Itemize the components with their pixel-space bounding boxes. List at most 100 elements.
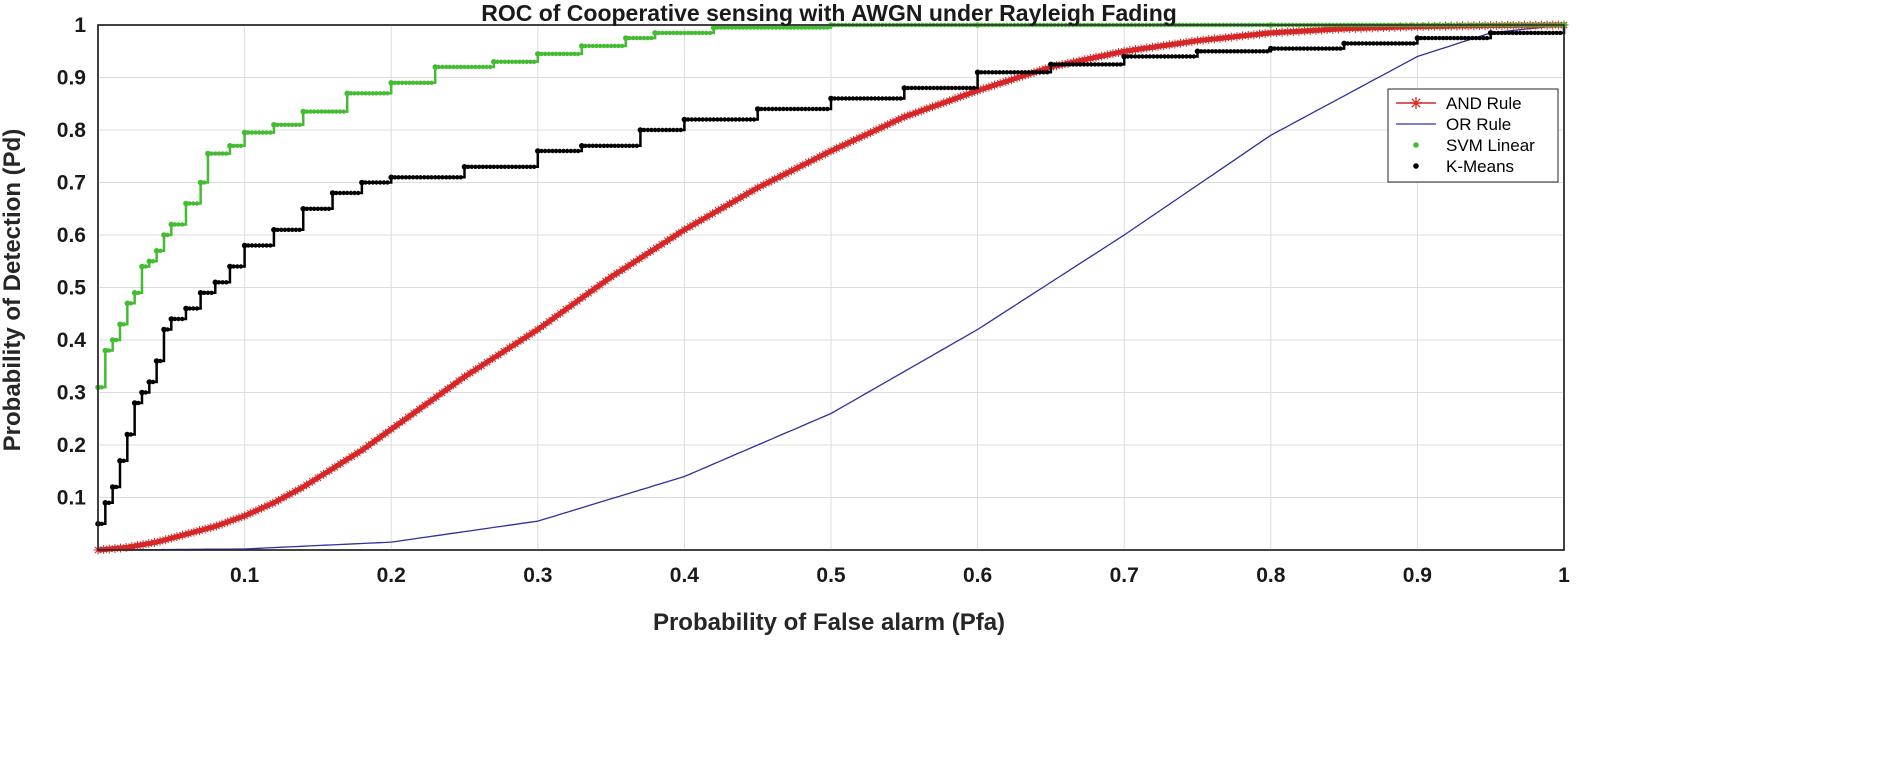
series-point-svm-linear — [825, 25, 830, 30]
series-point-and-rule — [268, 498, 278, 508]
series-point-and-rule — [849, 136, 859, 145]
series-point-svm-linear — [751, 25, 757, 30]
series-point-k-means — [645, 127, 650, 133]
series-point-svm-linear — [180, 222, 185, 227]
series-point-and-rule — [826, 146, 836, 156]
series-point-and-rule — [1193, 36, 1202, 46]
series-point-k-means — [535, 148, 541, 154]
series-point-and-rule — [911, 108, 921, 118]
series-point-and-rule — [240, 511, 250, 521]
series-point-and-rule — [1305, 26, 1315, 36]
series-point-svm-linear — [667, 30, 672, 36]
plot-frame — [97, 24, 1565, 551]
series-point-and-rule — [392, 420, 402, 430]
series-point-k-means — [1360, 41, 1365, 46]
series-point-and-rule — [696, 215, 706, 225]
series-point-and-rule — [741, 189, 751, 199]
series-point-svm-linear — [671, 30, 676, 36]
series-point-k-means — [297, 227, 302, 232]
x-tick-label: 0.9 — [1403, 564, 1432, 587]
series-point-and-rule — [1288, 27, 1298, 37]
series-point-k-means — [1008, 70, 1013, 75]
series-point-svm-linear — [506, 59, 511, 64]
series-point-k-means — [257, 243, 262, 248]
series-point-k-means — [568, 148, 573, 154]
series-point-k-means — [608, 143, 614, 148]
series-point-svm-linear — [821, 25, 826, 30]
series-point-k-means — [1400, 41, 1405, 46]
series-point-svm-linear — [674, 30, 680, 36]
series-point-and-rule — [990, 80, 1000, 90]
series-point-k-means — [759, 106, 764, 112]
series-point-and-rule — [194, 526, 204, 536]
series-point-k-means — [861, 96, 867, 101]
series-point-k-means — [286, 227, 291, 232]
series-point-k-means — [106, 500, 112, 505]
series-point-svm-linear — [550, 51, 555, 57]
series-point-svm-linear — [388, 80, 395, 86]
series-point-k-means — [1404, 41, 1409, 46]
series-point-and-rule — [758, 180, 768, 190]
x-tick-label: 0.5 — [816, 564, 846, 587]
legend-label-k-means: K-Means — [1446, 157, 1514, 176]
series-point-k-means — [374, 180, 379, 185]
series-point-k-means — [1045, 70, 1050, 75]
series-point-k-means — [253, 243, 258, 248]
series-point-k-means — [744, 117, 749, 122]
series-point-svm-linear — [597, 43, 603, 49]
series-point-k-means — [1118, 62, 1123, 67]
series-point-and-rule — [488, 354, 498, 364]
series-point-k-means — [1191, 54, 1197, 59]
series-point-and-rule — [1373, 23, 1383, 33]
series-point-svm-linear — [246, 130, 251, 135]
series-point-svm-linear — [334, 109, 339, 114]
series-point-k-means — [172, 316, 178, 322]
series-point-k-means — [1242, 49, 1248, 54]
series-point-svm-linear — [616, 43, 621, 49]
series-point-k-means — [411, 175, 416, 180]
series-point-k-means — [700, 117, 705, 122]
series-point-svm-linear — [425, 80, 431, 86]
series-point-svm-linear — [660, 30, 665, 36]
series-point-k-means — [711, 117, 716, 122]
series-point-k-means — [726, 117, 731, 122]
series-point-k-means — [953, 85, 958, 91]
series-point-svm-linear — [451, 64, 456, 70]
series-point-k-means — [1290, 46, 1296, 51]
series-point-svm-linear — [153, 248, 160, 254]
series-point-and-rule — [189, 527, 199, 537]
legend-label-svm-linear: SVM Linear — [1446, 136, 1535, 155]
series-point-k-means — [348, 190, 354, 196]
series-point-and-rule — [1114, 47, 1124, 57]
x-tick-label: 0.7 — [1110, 564, 1139, 587]
series-point-svm-linear — [235, 143, 240, 148]
series-point-k-means — [1338, 46, 1343, 51]
series-point-k-means — [612, 143, 617, 148]
series-layer — [93, 20, 1569, 555]
series-point-k-means — [766, 106, 771, 112]
x-tick-label: 0.1 — [230, 564, 260, 587]
series-point-and-rule — [843, 138, 853, 148]
series-point-and-rule — [482, 357, 492, 367]
series-point-svm-linear — [344, 90, 351, 97]
series-point-svm-linear — [279, 122, 284, 128]
series-point-and-rule — [584, 288, 594, 298]
series-point-k-means — [1194, 48, 1201, 55]
series-point-k-means — [176, 316, 181, 322]
series-point-svm-linear — [784, 25, 790, 30]
series-point-k-means — [1466, 35, 1471, 41]
series-point-k-means — [227, 263, 233, 270]
series-point-svm-linear — [370, 91, 376, 96]
series-point-k-means — [1136, 54, 1142, 59]
series-point-and-rule — [471, 364, 481, 374]
series-point-k-means — [271, 227, 277, 233]
series-point-k-means — [1407, 41, 1413, 46]
legend-label-or-rule: OR Rule — [1446, 115, 1511, 134]
series-point-and-rule — [211, 521, 221, 531]
series-point-and-rule — [1300, 26, 1310, 36]
series-point-k-means — [1151, 54, 1156, 59]
series-point-and-rule — [403, 412, 413, 422]
series-point-k-means — [586, 143, 592, 148]
series-point-svm-linear — [652, 30, 658, 36]
series-point-and-rule — [200, 524, 210, 534]
